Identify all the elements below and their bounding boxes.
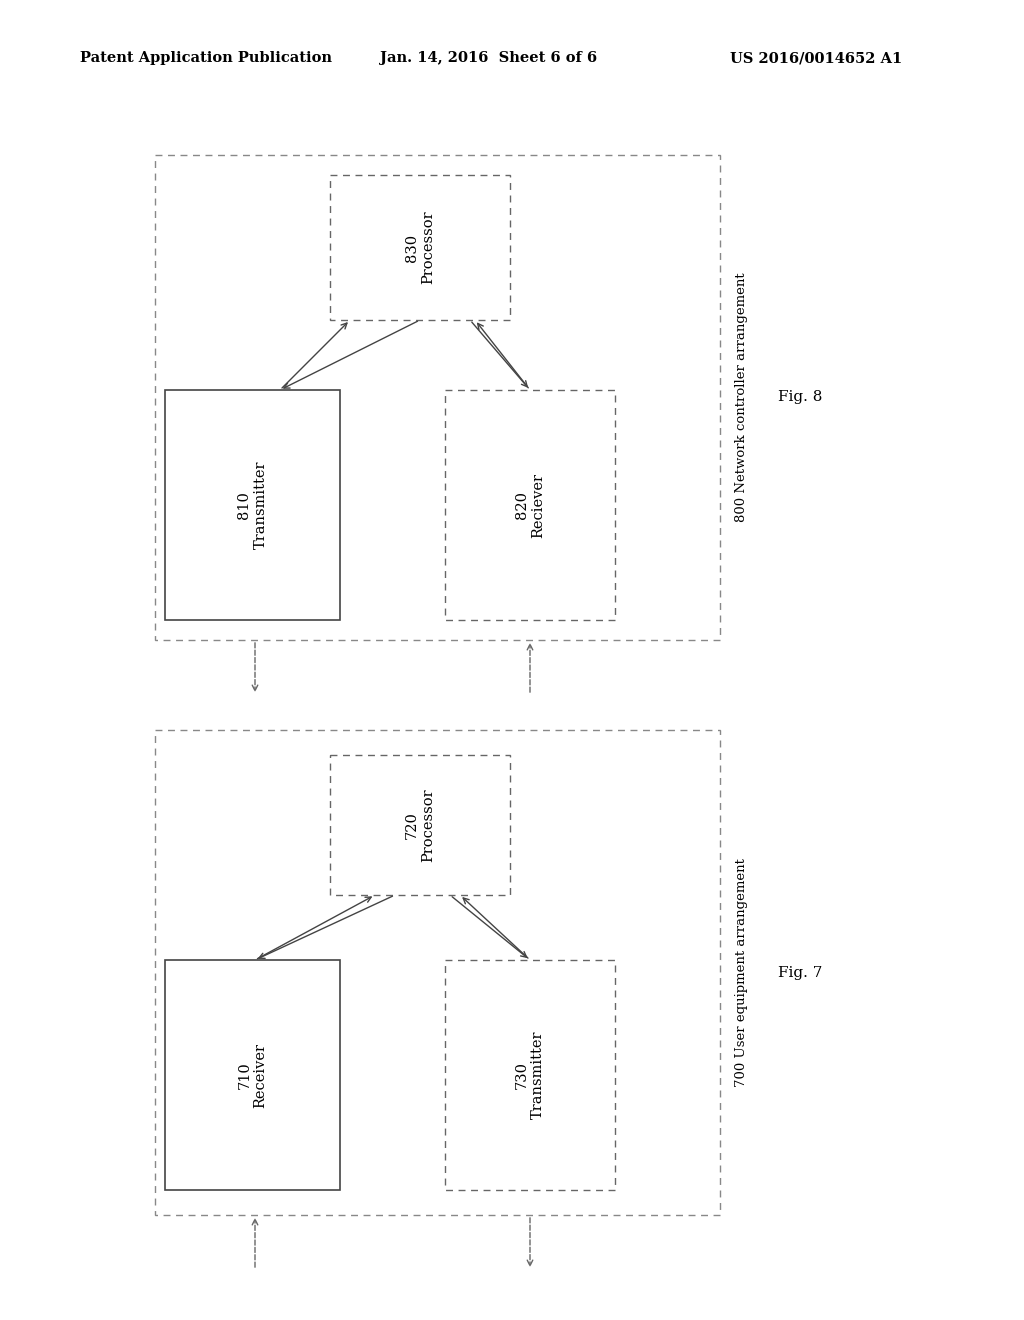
Bar (445, 389, 615, 620)
Text: 700 User equipment arrangement: 700 User equipment arrangement (735, 858, 749, 1086)
Bar (445, 960, 615, 1191)
Text: Patent Application Publication: Patent Application Publication (80, 51, 332, 65)
Bar (165, 960, 340, 1191)
Bar (165, 389, 340, 620)
Text: 720
Processor: 720 Processor (404, 788, 435, 862)
Text: US 2016/0014652 A1: US 2016/0014652 A1 (730, 51, 902, 65)
Bar (155, 730, 720, 1214)
Text: 710
Receiver: 710 Receiver (238, 1043, 267, 1107)
Text: 820
Reciever: 820 Reciever (515, 473, 545, 537)
Text: Jan. 14, 2016  Sheet 6 of 6: Jan. 14, 2016 Sheet 6 of 6 (380, 51, 597, 65)
Bar (155, 154, 720, 640)
Text: 730
Transmitter: 730 Transmitter (515, 1031, 545, 1119)
Bar (330, 755, 510, 895)
Text: 800 Network controller arrangement: 800 Network controller arrangement (735, 273, 749, 523)
Text: Fig. 8: Fig. 8 (778, 391, 822, 404)
Text: Fig. 7: Fig. 7 (778, 965, 822, 979)
Text: 830
Processor: 830 Processor (404, 211, 435, 284)
Text: 810
Transmitter: 810 Transmitter (238, 461, 267, 549)
Bar (330, 176, 510, 319)
